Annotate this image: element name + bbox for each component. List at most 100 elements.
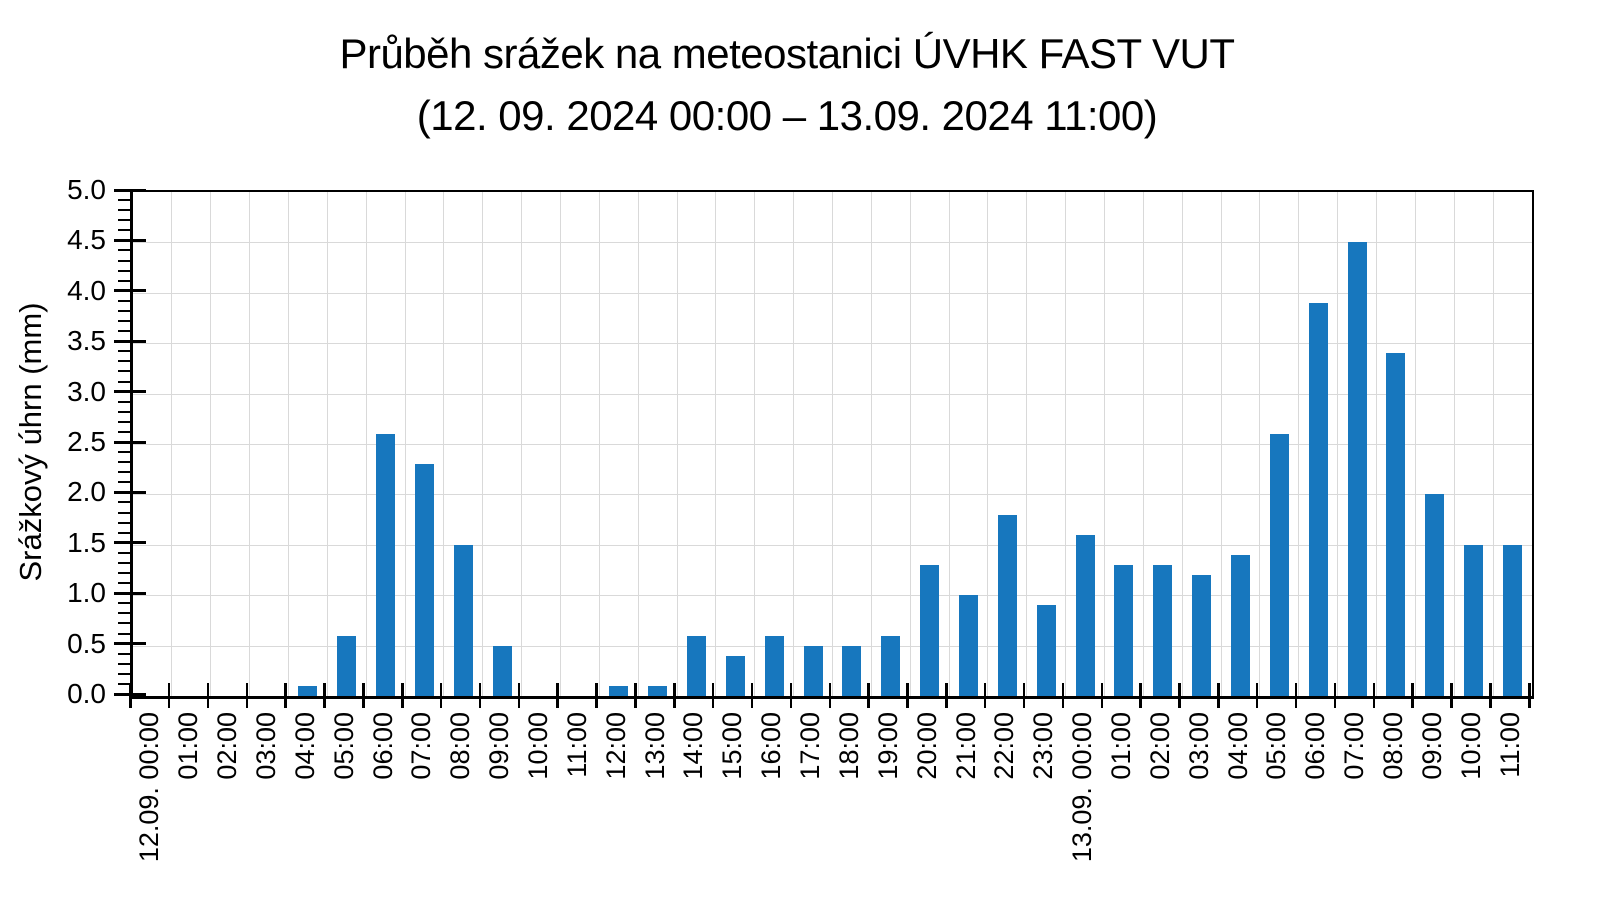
x-tick	[983, 683, 987, 708]
y-minor-tick	[118, 582, 131, 585]
bar	[414, 464, 434, 696]
v-gridline	[559, 192, 561, 696]
v-gridline	[715, 192, 717, 696]
y-minor-tick	[118, 652, 131, 655]
bar	[1231, 554, 1251, 696]
y-tick-label: 4.5	[67, 224, 106, 256]
x-tick	[1294, 683, 1298, 708]
x-tick	[828, 683, 831, 708]
y-minor-tick	[118, 682, 131, 685]
y-tick-label: 0.5	[67, 627, 106, 659]
x-tick-label: 01:00	[1105, 712, 1136, 780]
x-tick-label: 03:00	[251, 712, 281, 780]
x-tick-label: 02:00	[1144, 712, 1175, 780]
y-minor-tick	[118, 451, 131, 454]
v-gridline	[598, 192, 600, 696]
y-minor-tick	[118, 602, 131, 605]
y-minor-tick	[118, 199, 131, 202]
y-major-tick	[114, 339, 146, 343]
y-minor-tick	[118, 572, 131, 575]
v-gridline	[1492, 192, 1494, 696]
y-minor-tick	[118, 461, 131, 464]
y-minor-tick	[118, 662, 131, 665]
v-gridline	[365, 192, 367, 696]
y-minor-tick	[118, 299, 131, 302]
plot-area	[130, 190, 1534, 699]
x-tick-label: 13:00	[639, 712, 670, 780]
y-major-tick	[114, 390, 146, 394]
y-tick-label: 5.0	[67, 174, 106, 205]
y-minor-tick	[118, 249, 131, 252]
y-minor-tick	[118, 380, 131, 383]
bar	[1308, 302, 1328, 696]
x-tick-label: 04:00	[289, 712, 320, 780]
v-gridline	[404, 192, 406, 696]
x-tick	[517, 683, 521, 708]
v-gridline	[249, 192, 251, 696]
x-tick	[1372, 683, 1376, 708]
y-minor-tick	[118, 420, 131, 423]
y-major-tick	[114, 289, 146, 293]
y-major-tick	[114, 541, 146, 545]
v-gridline	[909, 192, 911, 696]
bar	[648, 685, 668, 696]
v-gridline	[1298, 192, 1300, 696]
bar	[376, 433, 396, 696]
x-tick-label: 08:00	[445, 712, 476, 780]
x-tick	[1061, 683, 1065, 708]
y-minor-tick	[118, 511, 131, 514]
y-minor-tick	[118, 430, 131, 433]
x-tick-label: 14:00	[678, 712, 709, 780]
v-gridline	[443, 192, 445, 696]
bar	[1347, 242, 1367, 696]
v-gridline	[870, 192, 872, 696]
y-major-tick	[114, 238, 146, 242]
v-gridline	[637, 192, 639, 696]
x-tick-label: 06:00	[1300, 712, 1331, 780]
y-minor-tick	[118, 209, 131, 212]
x-tick-label: 23:00	[1028, 712, 1059, 780]
x-tick	[478, 683, 482, 708]
v-gridline	[793, 192, 795, 696]
y-minor-tick	[118, 350, 131, 353]
x-tick-label: 06:00	[367, 712, 398, 780]
y-tick-label: 1.0	[67, 577, 106, 609]
x-tick-label: 19:00	[872, 712, 903, 780]
x-tick-label: 12:00	[600, 712, 631, 780]
x-tick-label: 02:00	[212, 712, 243, 780]
bar	[1386, 353, 1406, 696]
x-tick	[595, 683, 598, 708]
x-tick-label: 11:00	[561, 712, 592, 778]
y-minor-tick	[118, 259, 131, 262]
chart-title-line2: (12. 09. 2024 00:00 – 13.09. 2024 11:00)	[416, 92, 1158, 139]
v-gridline	[1220, 192, 1222, 696]
v-gridline	[1414, 192, 1416, 696]
bar	[1269, 433, 1289, 696]
bar	[337, 635, 357, 696]
x-tick	[1100, 683, 1104, 708]
y-tick-label: 2.0	[67, 476, 106, 508]
y-minor-tick	[118, 501, 131, 504]
v-gridline	[1142, 192, 1144, 696]
bar	[453, 544, 473, 696]
x-tick	[1528, 683, 1531, 708]
y-minor-tick	[118, 400, 131, 403]
x-tick-label: 22:00	[989, 712, 1020, 780]
y-minor-tick	[118, 279, 131, 282]
v-gridline	[754, 192, 756, 696]
v-gridline	[987, 192, 989, 696]
y-minor-tick	[118, 672, 131, 675]
y-tick-label: 2.5	[67, 426, 106, 457]
x-tick	[206, 683, 210, 708]
x-tick	[1489, 683, 1492, 708]
y-minor-tick	[118, 370, 131, 373]
x-tick	[1217, 683, 1220, 708]
y-minor-tick	[118, 622, 131, 625]
x-tick	[401, 683, 404, 708]
bar	[764, 635, 784, 696]
x-tick	[362, 683, 365, 708]
y-tick-label: 3.5	[67, 325, 106, 357]
bar	[1075, 534, 1095, 696]
x-tick	[129, 683, 132, 708]
y-major-tick	[114, 642, 146, 646]
